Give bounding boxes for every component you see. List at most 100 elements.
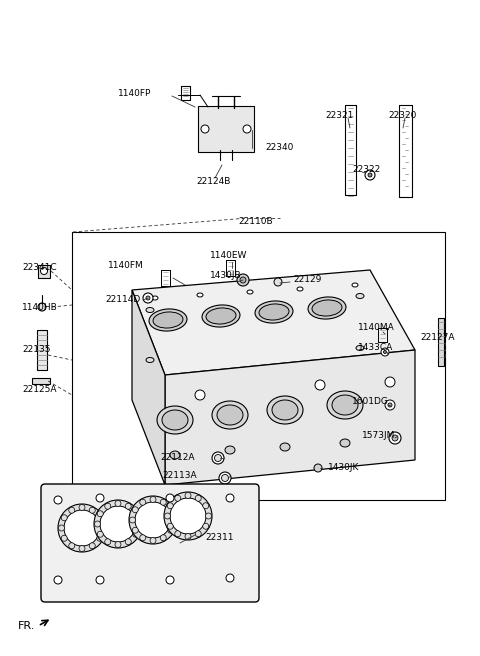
- Circle shape: [97, 535, 103, 541]
- Circle shape: [97, 511, 103, 517]
- Circle shape: [274, 278, 282, 286]
- Circle shape: [99, 525, 106, 531]
- Ellipse shape: [340, 439, 350, 447]
- Text: 22341C: 22341C: [22, 264, 57, 272]
- Ellipse shape: [308, 297, 346, 319]
- Circle shape: [203, 502, 209, 509]
- Ellipse shape: [327, 391, 363, 419]
- Circle shape: [195, 531, 201, 537]
- Circle shape: [135, 502, 171, 538]
- Circle shape: [240, 277, 246, 283]
- Circle shape: [164, 492, 212, 540]
- Circle shape: [54, 576, 62, 584]
- Ellipse shape: [206, 308, 236, 324]
- Circle shape: [185, 493, 191, 499]
- Bar: [37, 330, 47, 370]
- Polygon shape: [165, 350, 415, 485]
- Circle shape: [388, 403, 392, 407]
- Circle shape: [89, 543, 95, 549]
- Bar: [438, 318, 444, 366]
- Circle shape: [105, 503, 111, 509]
- Ellipse shape: [255, 301, 293, 323]
- Ellipse shape: [272, 400, 298, 420]
- Circle shape: [115, 501, 121, 506]
- Circle shape: [314, 464, 322, 472]
- Circle shape: [195, 495, 201, 501]
- Circle shape: [140, 535, 146, 541]
- Circle shape: [54, 496, 62, 504]
- Circle shape: [226, 494, 234, 502]
- Text: 1140FP: 1140FP: [118, 89, 151, 98]
- Circle shape: [135, 521, 142, 527]
- Circle shape: [315, 380, 325, 390]
- Ellipse shape: [197, 293, 203, 297]
- Circle shape: [64, 510, 100, 546]
- Circle shape: [168, 506, 174, 513]
- Text: 22114D: 22114D: [105, 295, 140, 304]
- Circle shape: [201, 125, 209, 133]
- Ellipse shape: [157, 406, 193, 434]
- Text: 1573JM: 1573JM: [362, 430, 396, 440]
- Text: 22113A: 22113A: [162, 472, 197, 480]
- Circle shape: [385, 377, 395, 387]
- Text: 22311: 22311: [205, 533, 233, 543]
- FancyBboxPatch shape: [41, 484, 259, 602]
- Text: 22320: 22320: [388, 112, 416, 121]
- Circle shape: [69, 543, 75, 549]
- Circle shape: [150, 537, 156, 544]
- Circle shape: [392, 435, 398, 441]
- Ellipse shape: [247, 290, 253, 294]
- Ellipse shape: [170, 451, 180, 459]
- Text: 1140FM: 1140FM: [108, 260, 144, 270]
- Circle shape: [129, 496, 177, 544]
- Ellipse shape: [352, 283, 358, 287]
- Circle shape: [133, 531, 139, 537]
- Ellipse shape: [267, 396, 303, 424]
- Ellipse shape: [312, 300, 342, 316]
- Circle shape: [125, 503, 131, 509]
- Circle shape: [97, 515, 103, 521]
- Circle shape: [215, 455, 221, 462]
- Circle shape: [89, 507, 95, 513]
- Circle shape: [105, 539, 111, 544]
- Circle shape: [365, 170, 375, 180]
- Text: 22112A: 22112A: [160, 453, 194, 462]
- Text: 22321: 22321: [325, 112, 353, 121]
- Polygon shape: [132, 290, 165, 485]
- Text: 22127A: 22127A: [420, 333, 455, 342]
- Circle shape: [132, 506, 138, 513]
- Circle shape: [212, 452, 224, 464]
- Circle shape: [79, 546, 85, 552]
- Circle shape: [40, 268, 48, 274]
- Circle shape: [96, 576, 104, 584]
- Circle shape: [195, 390, 205, 400]
- Circle shape: [58, 504, 106, 552]
- Circle shape: [175, 531, 181, 537]
- Ellipse shape: [217, 405, 243, 425]
- Ellipse shape: [153, 312, 183, 328]
- Circle shape: [160, 535, 166, 541]
- Text: 1430JK: 1430JK: [328, 464, 360, 472]
- Ellipse shape: [146, 358, 154, 363]
- Text: 1140HB: 1140HB: [22, 304, 58, 312]
- Text: 1140MA: 1140MA: [358, 323, 395, 333]
- Circle shape: [96, 494, 104, 502]
- Ellipse shape: [212, 401, 248, 429]
- Circle shape: [385, 400, 395, 410]
- Circle shape: [219, 472, 231, 484]
- Circle shape: [61, 515, 67, 521]
- Circle shape: [115, 541, 121, 548]
- Circle shape: [94, 500, 142, 548]
- Circle shape: [167, 523, 173, 529]
- Circle shape: [381, 348, 389, 356]
- Circle shape: [61, 535, 67, 541]
- Text: 22125A: 22125A: [22, 386, 57, 394]
- Circle shape: [69, 507, 75, 513]
- Text: 22340: 22340: [265, 144, 293, 152]
- Circle shape: [100, 506, 136, 542]
- Circle shape: [170, 517, 177, 523]
- Circle shape: [368, 173, 372, 177]
- Ellipse shape: [332, 395, 358, 415]
- Circle shape: [59, 525, 64, 531]
- Ellipse shape: [152, 296, 158, 300]
